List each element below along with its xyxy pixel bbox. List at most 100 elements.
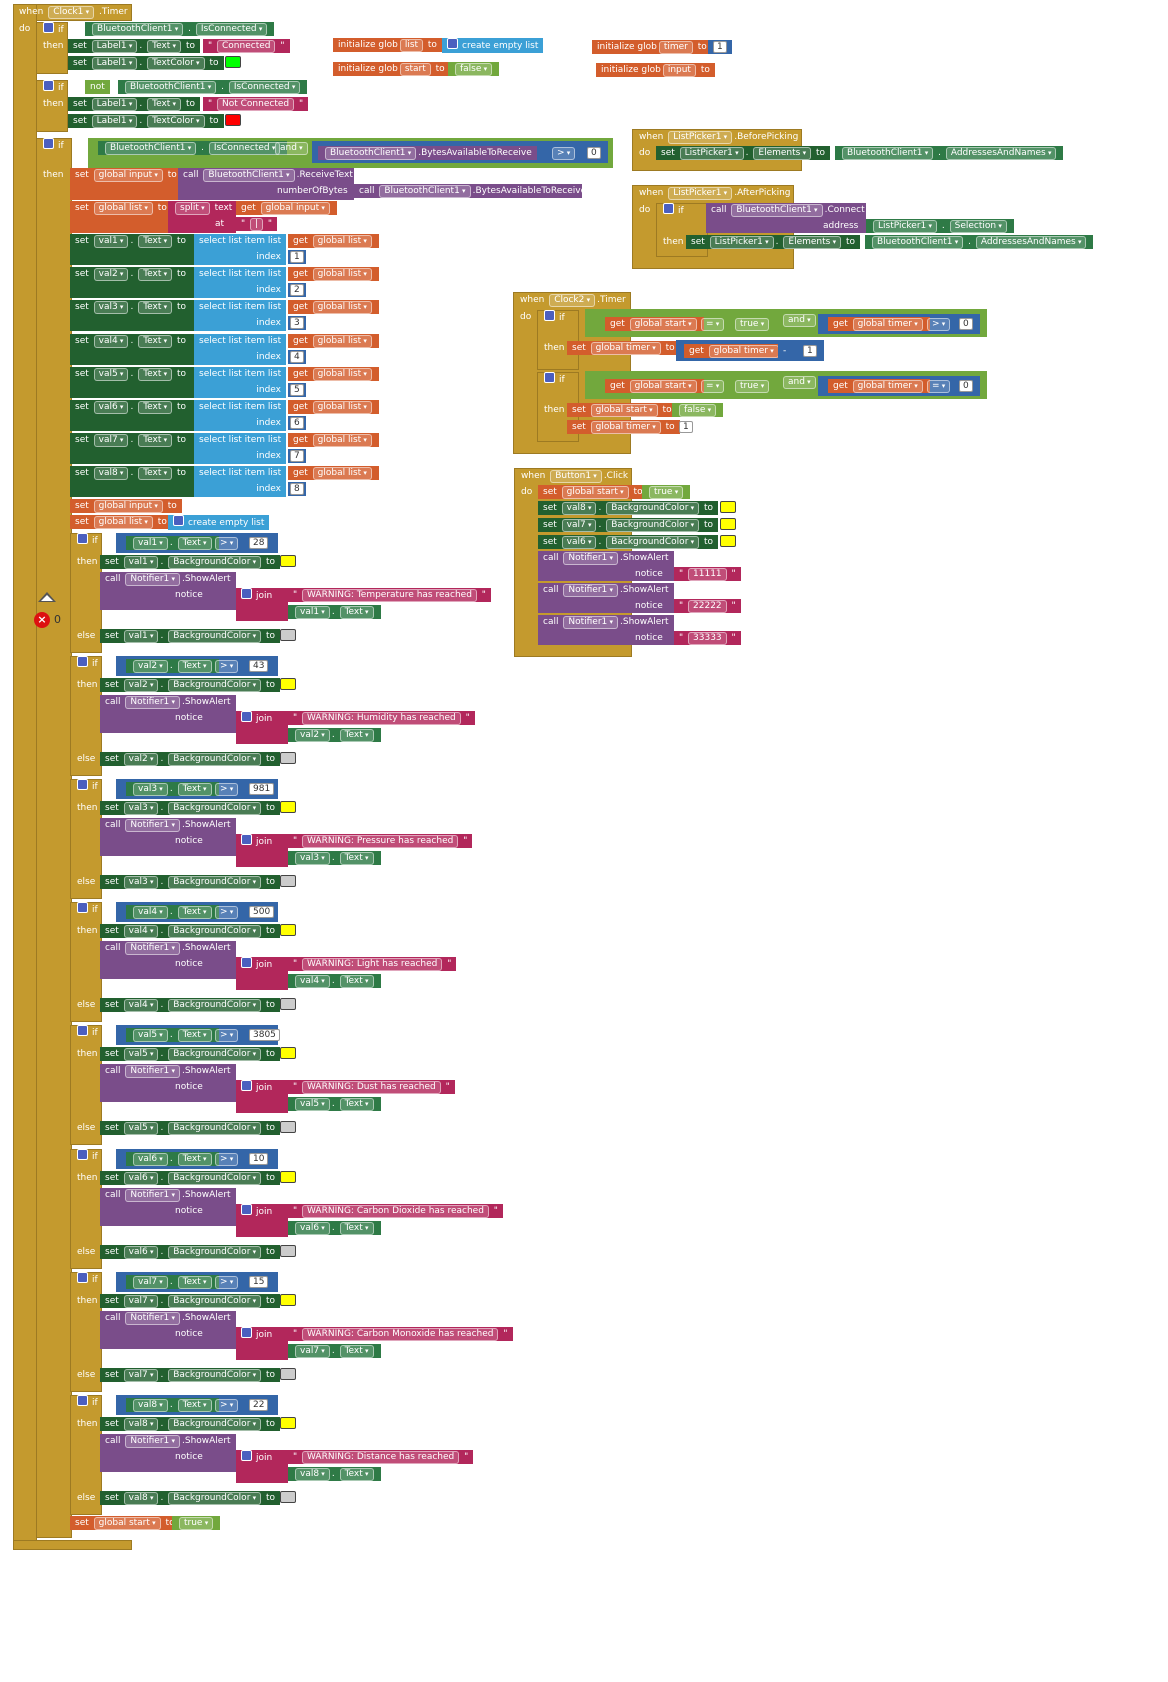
dropdown-field[interactable]: val8 [123, 1417, 159, 1431]
dropdown-field[interactable]: Label1 [91, 98, 138, 111]
dropdown-field[interactable]: Notifier1 [125, 1188, 180, 1202]
dropdown-field[interactable]: val7 [123, 1368, 159, 1382]
dropdown-field[interactable]: val3 [295, 852, 330, 866]
get-global-list[interactable]: get global list [288, 234, 379, 248]
property-dropdown[interactable]: Text [147, 40, 182, 53]
set-bgcolor-warn[interactable]: set val4. BackgroundColor to [100, 924, 281, 939]
dropdown-field[interactable]: global timer [852, 318, 923, 331]
alert-if-block[interactable] [70, 902, 102, 1023]
dropdown-field[interactable]: ListPicker1 [679, 147, 744, 160]
alert-if-block[interactable] [70, 1271, 102, 1392]
dropdown-field[interactable]: IsConnected [228, 81, 301, 94]
set-global-start[interactable]: set global start to [70, 1516, 180, 1530]
dropdown-field[interactable]: val3 [133, 783, 168, 797]
index-number[interactable]: 1 [288, 250, 306, 264]
initialize-global-input[interactable]: initialize glob input to [596, 63, 715, 77]
dropdown-field[interactable]: Label1 [91, 115, 138, 128]
color-swatch-yellow[interactable] [280, 801, 296, 817]
dropdown-field[interactable]: val5 [295, 1098, 330, 1112]
gear-icon[interactable] [77, 1271, 88, 1283]
dropdown-field[interactable]: true [735, 318, 770, 331]
dropdown-field[interactable]: BackgroundColor [606, 502, 700, 515]
dropdown-field[interactable]: val1 [93, 235, 129, 248]
dropdown-field[interactable]: BackgroundColor [168, 925, 262, 939]
val-text-getter[interactable]: val1. Text [126, 536, 219, 550]
color-swatch-green[interactable] [225, 56, 241, 72]
dropdown-field[interactable]: = [701, 318, 725, 331]
color-swatch-red[interactable] [225, 114, 241, 130]
gear-icon[interactable] [43, 80, 54, 91]
gear-icon[interactable] [241, 1449, 252, 1461]
text-string-not-connected[interactable]: " Not Connected " [203, 97, 309, 111]
dropdown-field[interactable]: BluetoothClient1 [379, 185, 471, 198]
dropdown-field[interactable]: val6 [295, 1221, 330, 1235]
dropdown-field[interactable]: global start [629, 380, 697, 393]
set-label-textcolor[interactable]: set Label1. TextColor to [68, 56, 224, 70]
dropdown-field[interactable]: val7 [133, 1275, 168, 1289]
dropdown-field[interactable]: val5 [123, 1048, 159, 1062]
set-val-text[interactable]: set val5. Text to [70, 366, 194, 398]
show-alert-call[interactable]: call Notifier1.ShowAlert [100, 572, 236, 610]
get-global-list[interactable]: get global list [288, 333, 379, 348]
gear-icon[interactable] [241, 1203, 252, 1215]
dropdown-field[interactable]: Notifier1 [563, 584, 618, 597]
dropdown-field[interactable]: global input [93, 500, 163, 513]
dropdown-field[interactable]: BackgroundColor [168, 876, 262, 890]
dropdown-field[interactable]: BackgroundColor [168, 630, 262, 643]
dropdown-field[interactable]: val2 [123, 679, 159, 693]
warning-string[interactable]: " WARNING: Light has reached " [288, 957, 457, 972]
color-swatch-yellow[interactable] [280, 1293, 296, 1310]
gear-icon[interactable] [663, 203, 674, 214]
dropdown-field[interactable]: Notifier1 [125, 942, 180, 956]
set-label-textcolor[interactable]: set Label1. TextColor to [68, 114, 224, 128]
gear-icon[interactable] [173, 515, 184, 526]
dropdown-field[interactable]: Text [177, 1398, 212, 1412]
dropdown-field[interactable]: Text [177, 1029, 212, 1043]
gear-icon[interactable] [241, 1326, 252, 1338]
color-swatch-yellow[interactable] [280, 1170, 296, 1187]
dropdown-field[interactable]: true [649, 486, 684, 499]
show-alert-call[interactable]: call Notifier1.ShowAlert [100, 1433, 236, 1472]
color-swatch-gray[interactable] [280, 875, 296, 891]
set-bgcolor-ok[interactable]: set val8. BackgroundColor to [100, 1490, 281, 1505]
join-block[interactable]: join [236, 1449, 288, 1483]
dropdown-field[interactable]: BackgroundColor [168, 1491, 262, 1505]
dropdown-field[interactable]: Text [177, 660, 212, 674]
dropdown-field[interactable]: val5 [123, 1122, 159, 1136]
get-global-timer[interactable]: get global timer [828, 317, 930, 331]
val-text-getter[interactable]: val3. Text [126, 782, 219, 797]
index-number[interactable]: 3 [288, 316, 306, 331]
dropdown-field[interactable]: and [783, 314, 816, 327]
gear-icon[interactable] [77, 1148, 88, 1160]
dropdown-field[interactable]: global list [312, 367, 372, 381]
dropdown-field[interactable]: Text [339, 1221, 374, 1235]
dropdown-field[interactable]: Text [339, 975, 374, 989]
dropdown-field[interactable]: and [275, 142, 308, 155]
dropdown-field[interactable]: val6 [123, 1245, 159, 1259]
set-bgcolor-warn[interactable]: set val6. BackgroundColor to [100, 1170, 281, 1185]
join-block[interactable]: join [236, 1203, 288, 1237]
set-bgcolor-warn[interactable]: set val1. BackgroundColor to [100, 555, 281, 569]
warning-string[interactable]: " WARNING: Temperature has reached " [288, 588, 491, 602]
gear-icon[interactable] [241, 1080, 252, 1092]
alert-if-block[interactable] [70, 1148, 102, 1269]
set-global-timer[interactable]: set global timer to [567, 341, 680, 355]
dropdown-field[interactable]: BackgroundColor [168, 802, 262, 816]
dropdown-field[interactable]: BackgroundColor [606, 536, 700, 549]
color-swatch-gray[interactable] [280, 1367, 296, 1384]
alert-if-block[interactable] [70, 1025, 102, 1146]
dropdown-field[interactable]: global list [312, 268, 372, 282]
index-number[interactable]: 2 [288, 283, 306, 298]
dropdown-field[interactable]: Text [138, 334, 173, 348]
dropdown-field[interactable]: true [735, 380, 770, 393]
dropdown-field[interactable]: Clock2 [549, 294, 596, 307]
dropdown-field[interactable]: global input [260, 202, 330, 215]
threshold-number[interactable]: 10 [244, 1152, 273, 1166]
dropdown-field[interactable]: val5 [93, 367, 129, 381]
dropdown-field[interactable]: Text [177, 906, 212, 920]
dropdown-field[interactable]: split [175, 202, 210, 215]
dropdown-field[interactable]: > [552, 147, 576, 160]
dropdown-field[interactable]: global timer [590, 421, 661, 434]
show-alert-call[interactable]: call Notifier1.ShowAlert [100, 695, 236, 734]
index-number[interactable]: 5 [288, 382, 306, 397]
